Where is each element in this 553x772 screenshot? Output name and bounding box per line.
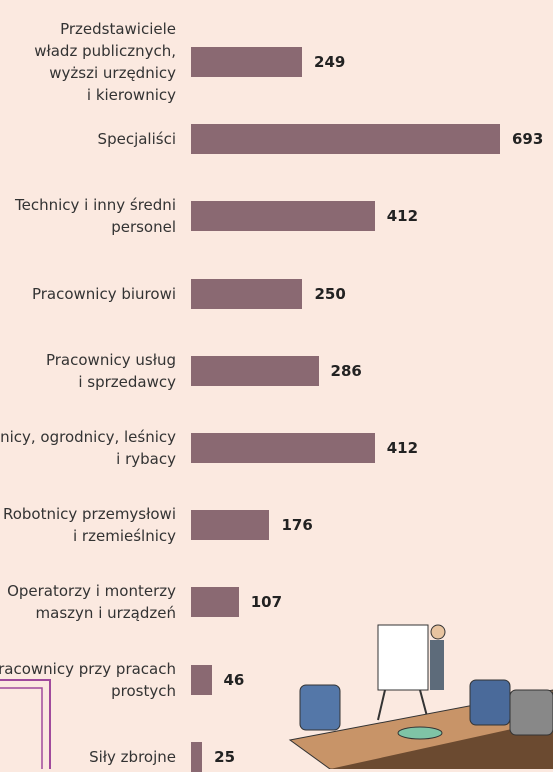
flipchart xyxy=(377,624,429,691)
value-label: 412 xyxy=(386,439,419,457)
category-label: Operatorzy i monterzy maszyn i urządzeń xyxy=(7,582,176,623)
value-label: 249 xyxy=(314,53,346,71)
value-label: 25 xyxy=(214,747,236,766)
category-label: Pracownicy biurowi xyxy=(31,284,176,303)
stand xyxy=(377,689,386,721)
category-label: Rolnicy, ogrodnicy, leśnicy i rybacy xyxy=(0,428,176,468)
bar xyxy=(191,433,375,463)
table-edge xyxy=(330,720,553,769)
category-label: Specjaliści xyxy=(97,130,176,149)
bar xyxy=(191,664,212,695)
bar xyxy=(191,124,500,155)
category-label: Siły zbrojne xyxy=(89,747,176,766)
value-label: 693 xyxy=(512,130,544,149)
value-label: 107 xyxy=(250,593,283,612)
person xyxy=(469,679,511,726)
category-label: Technicy i inny średni personel xyxy=(14,196,176,237)
category-label: Pracownicy usług i sprzedawcy xyxy=(45,350,176,391)
bar xyxy=(191,741,203,772)
value-label: 412 xyxy=(386,207,419,226)
dish xyxy=(397,726,443,740)
value-label: 46 xyxy=(223,670,245,689)
bar xyxy=(191,47,303,77)
value-label: 286 xyxy=(330,361,362,380)
person xyxy=(299,684,341,731)
bar xyxy=(191,278,303,309)
category-label: Przedstawiciele władz publicznych, wyższ… xyxy=(34,20,176,104)
frame xyxy=(0,687,43,769)
presenter-head xyxy=(430,624,446,640)
person xyxy=(509,689,553,736)
bar xyxy=(191,355,319,386)
frame xyxy=(0,679,51,769)
bar xyxy=(191,510,270,541)
category-label: Robotnicy przemysłowi i rzemieślnicy xyxy=(2,505,176,546)
value-label: 176 xyxy=(281,516,313,535)
value-label: 250 xyxy=(314,284,346,303)
presenter xyxy=(430,640,444,690)
category-label: Pracownicy przy pracach prostych xyxy=(0,659,176,700)
bar xyxy=(191,201,375,232)
bar xyxy=(191,587,239,618)
